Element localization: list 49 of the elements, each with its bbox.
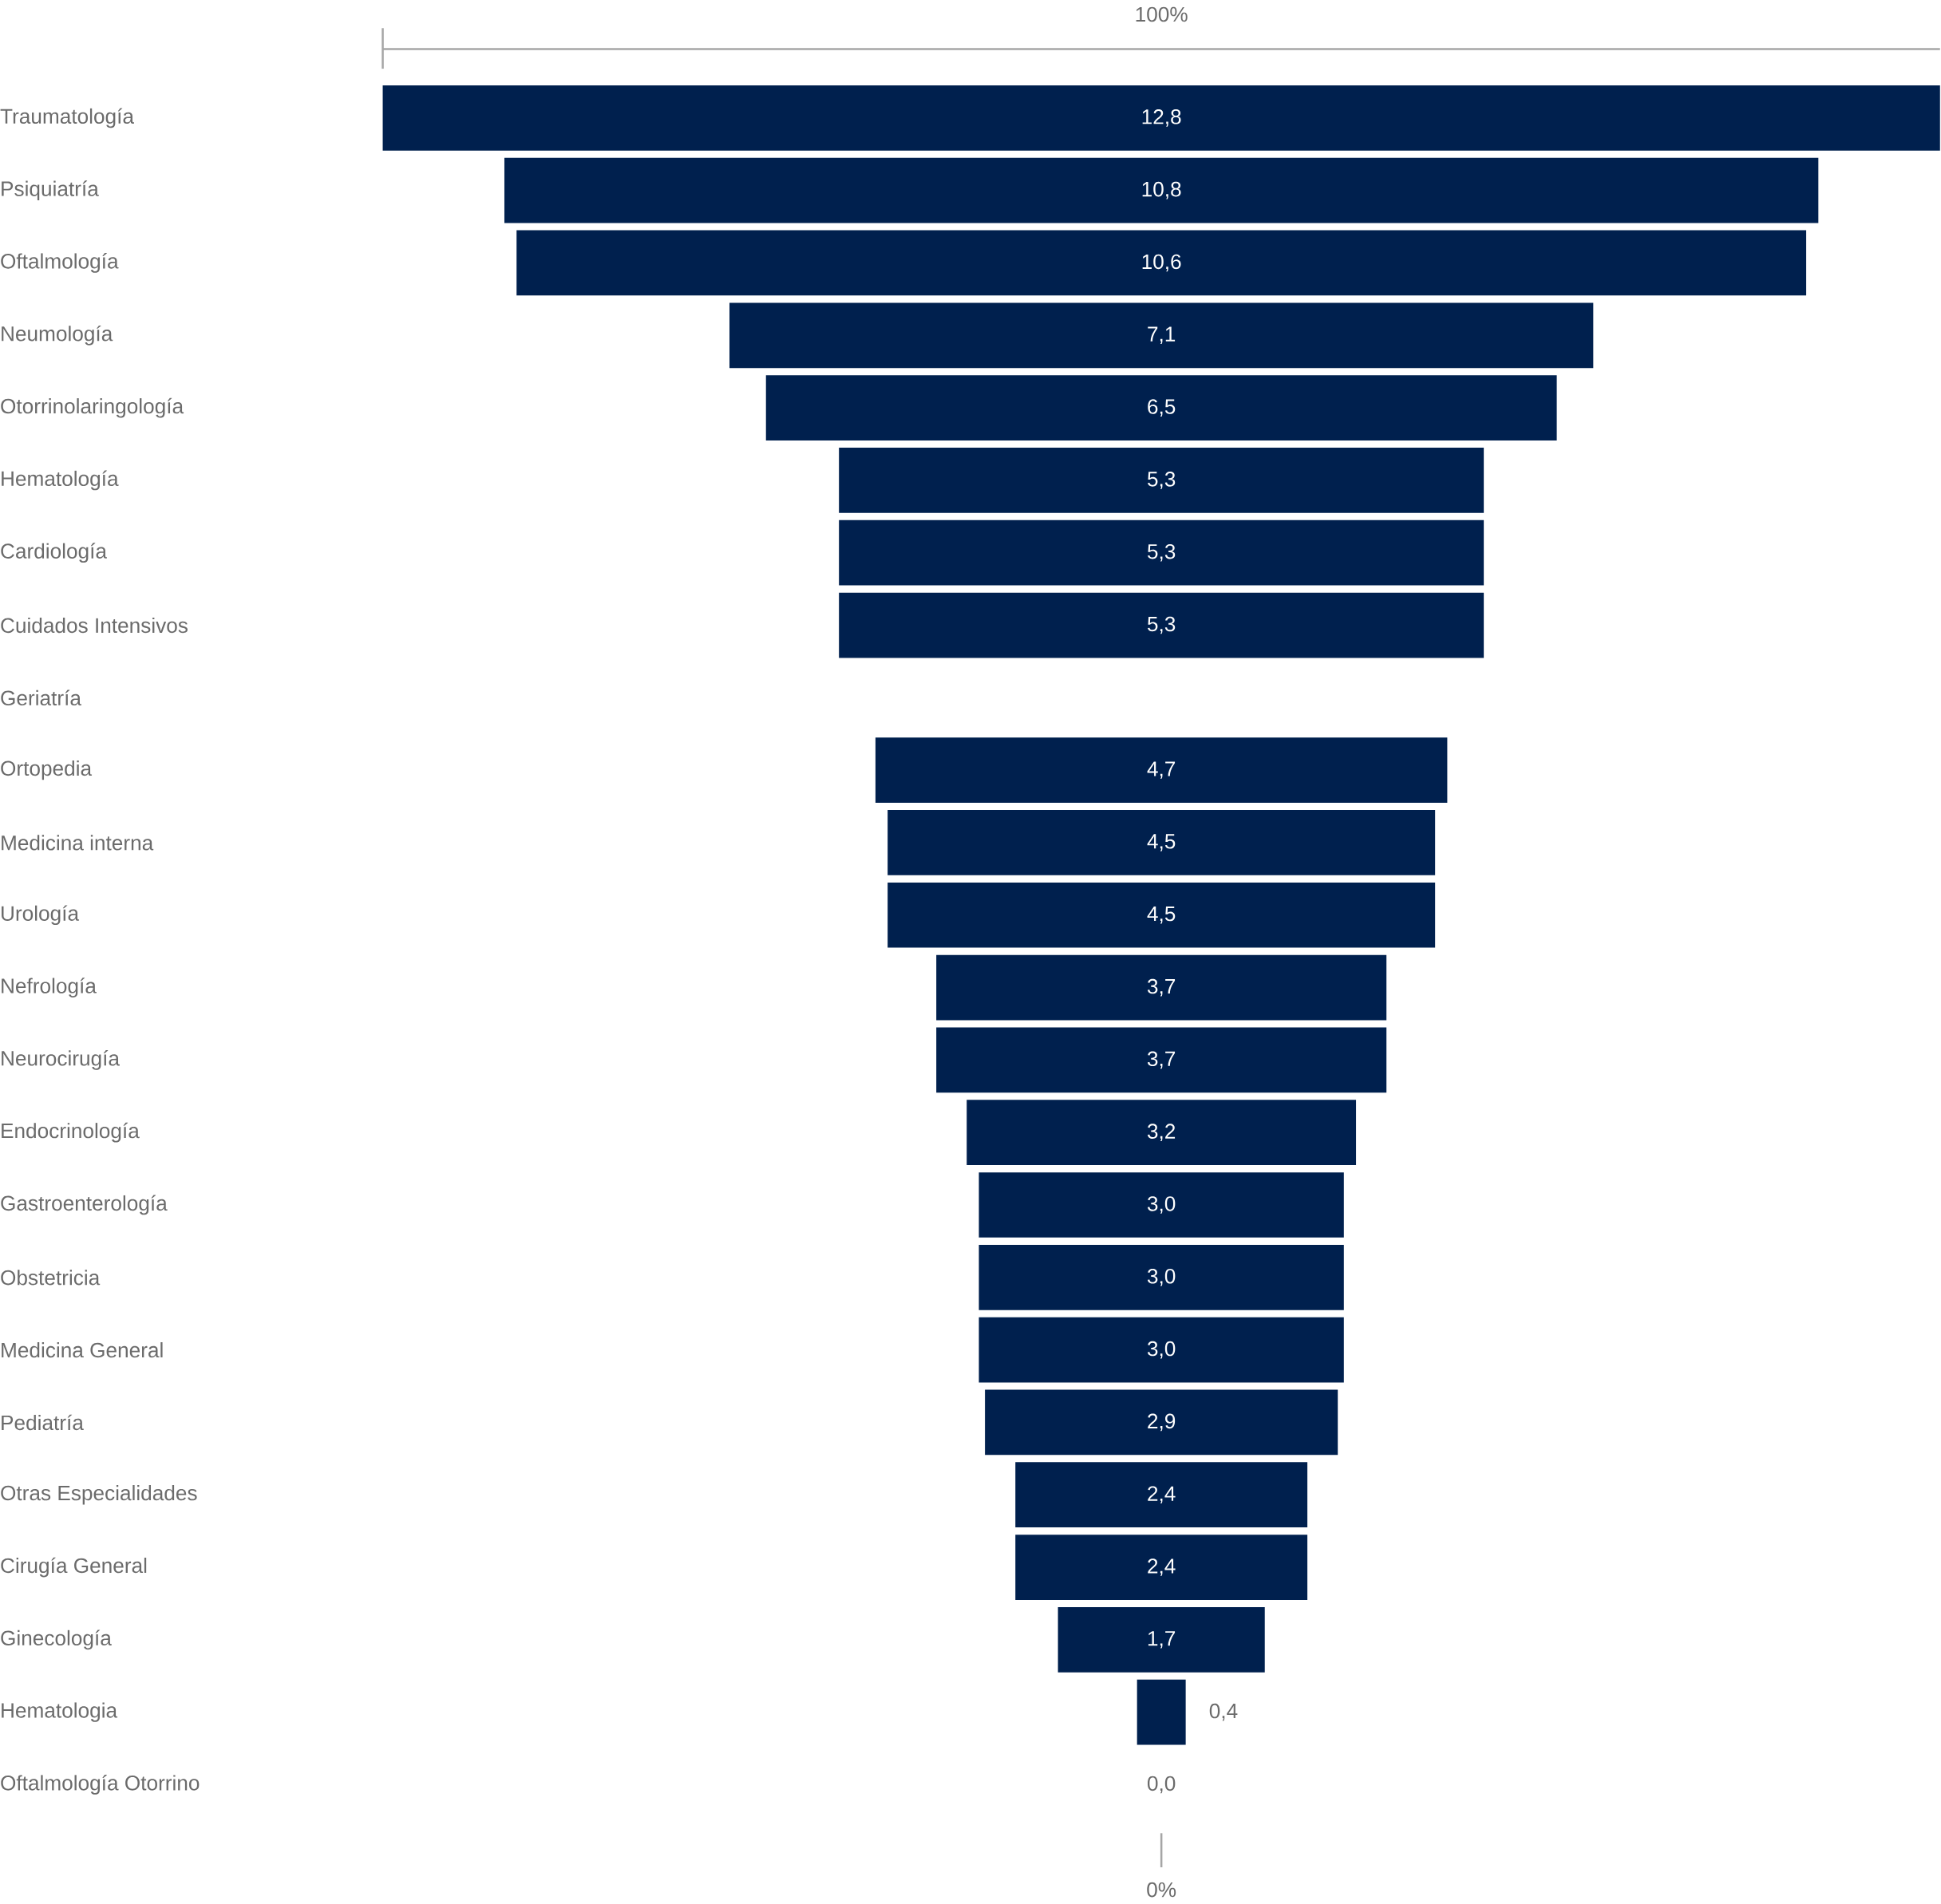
- category-label: Cirugía General: [1, 1557, 147, 1578]
- category-label: Cardiología: [1, 543, 107, 563]
- data-label: 3,0: [1147, 1268, 1176, 1286]
- category-label: Psiquiatría: [2, 180, 99, 200]
- data-label: 0,4: [1209, 1703, 1238, 1721]
- text: 0%: [1147, 1882, 1176, 1898]
- data-label: 3,7: [1147, 1051, 1176, 1069]
- category-label: Oftalmología: [1, 253, 119, 273]
- data-label: 2,4: [1148, 1558, 1176, 1576]
- category-label: Geriatría: [1, 689, 81, 706]
- category-label: Obstetricia: [1, 1270, 101, 1286]
- data-label: 3,2: [1147, 1124, 1176, 1141]
- data-label: 1,7: [1148, 1631, 1176, 1649]
- category-label: Ginecología: [1, 1629, 112, 1650]
- data-label: 4,5: [1147, 834, 1176, 851]
- category-label: Otorrinolaringología: [1, 397, 184, 418]
- category-label: Ortopedia: [1, 760, 93, 780]
- text: 100%: [1136, 6, 1188, 22]
- category-label: Medicina General: [2, 1341, 163, 1358]
- data-label: 12,8: [1142, 109, 1181, 127]
- category-label: Oftalmología Otorrino: [1, 1775, 200, 1795]
- category-label: Pediatría: [2, 1414, 84, 1431]
- data-label: 10,6: [1142, 254, 1181, 272]
- category-label: Gastroenterología: [1, 1195, 168, 1215]
- category-label: Urología: [2, 905, 80, 926]
- category-label: Otras Especialidades: [1, 1484, 197, 1505]
- data-label: 10,8: [1142, 181, 1181, 199]
- category-label: Hematología: [2, 470, 119, 491]
- category-label: Traumatología: [0, 108, 134, 128]
- category-label: Endocrinología: [2, 1122, 140, 1143]
- category-label: Neumología: [2, 325, 113, 346]
- category-label: Hematologia: [2, 1702, 118, 1722]
- data-label: 2,9: [1148, 1413, 1176, 1432]
- data-label: 5,3: [1147, 472, 1176, 489]
- data-label: 5,3: [1147, 616, 1176, 634]
- category-label: Medicina interna: [2, 835, 154, 851]
- data-label: 3,0: [1147, 1196, 1176, 1214]
- category-label: Neurocirugía: [2, 1049, 120, 1070]
- category-label: Nefrología: [2, 978, 97, 997]
- data-label: 7,1: [1148, 326, 1176, 344]
- data-label: 3,0: [1147, 1341, 1176, 1359]
- category-label: Cuidados Intensivos: [1, 617, 188, 634]
- data-label: 6,5: [1148, 399, 1176, 417]
- data-label: 4,7: [1147, 761, 1176, 779]
- data-label: 3,7: [1147, 978, 1176, 997]
- data-label: 4,5: [1147, 907, 1176, 924]
- data-label: 0,0: [1147, 1776, 1176, 1794]
- data-label: 2,4: [1148, 1486, 1176, 1503]
- data-label: 5,3: [1147, 543, 1176, 562]
